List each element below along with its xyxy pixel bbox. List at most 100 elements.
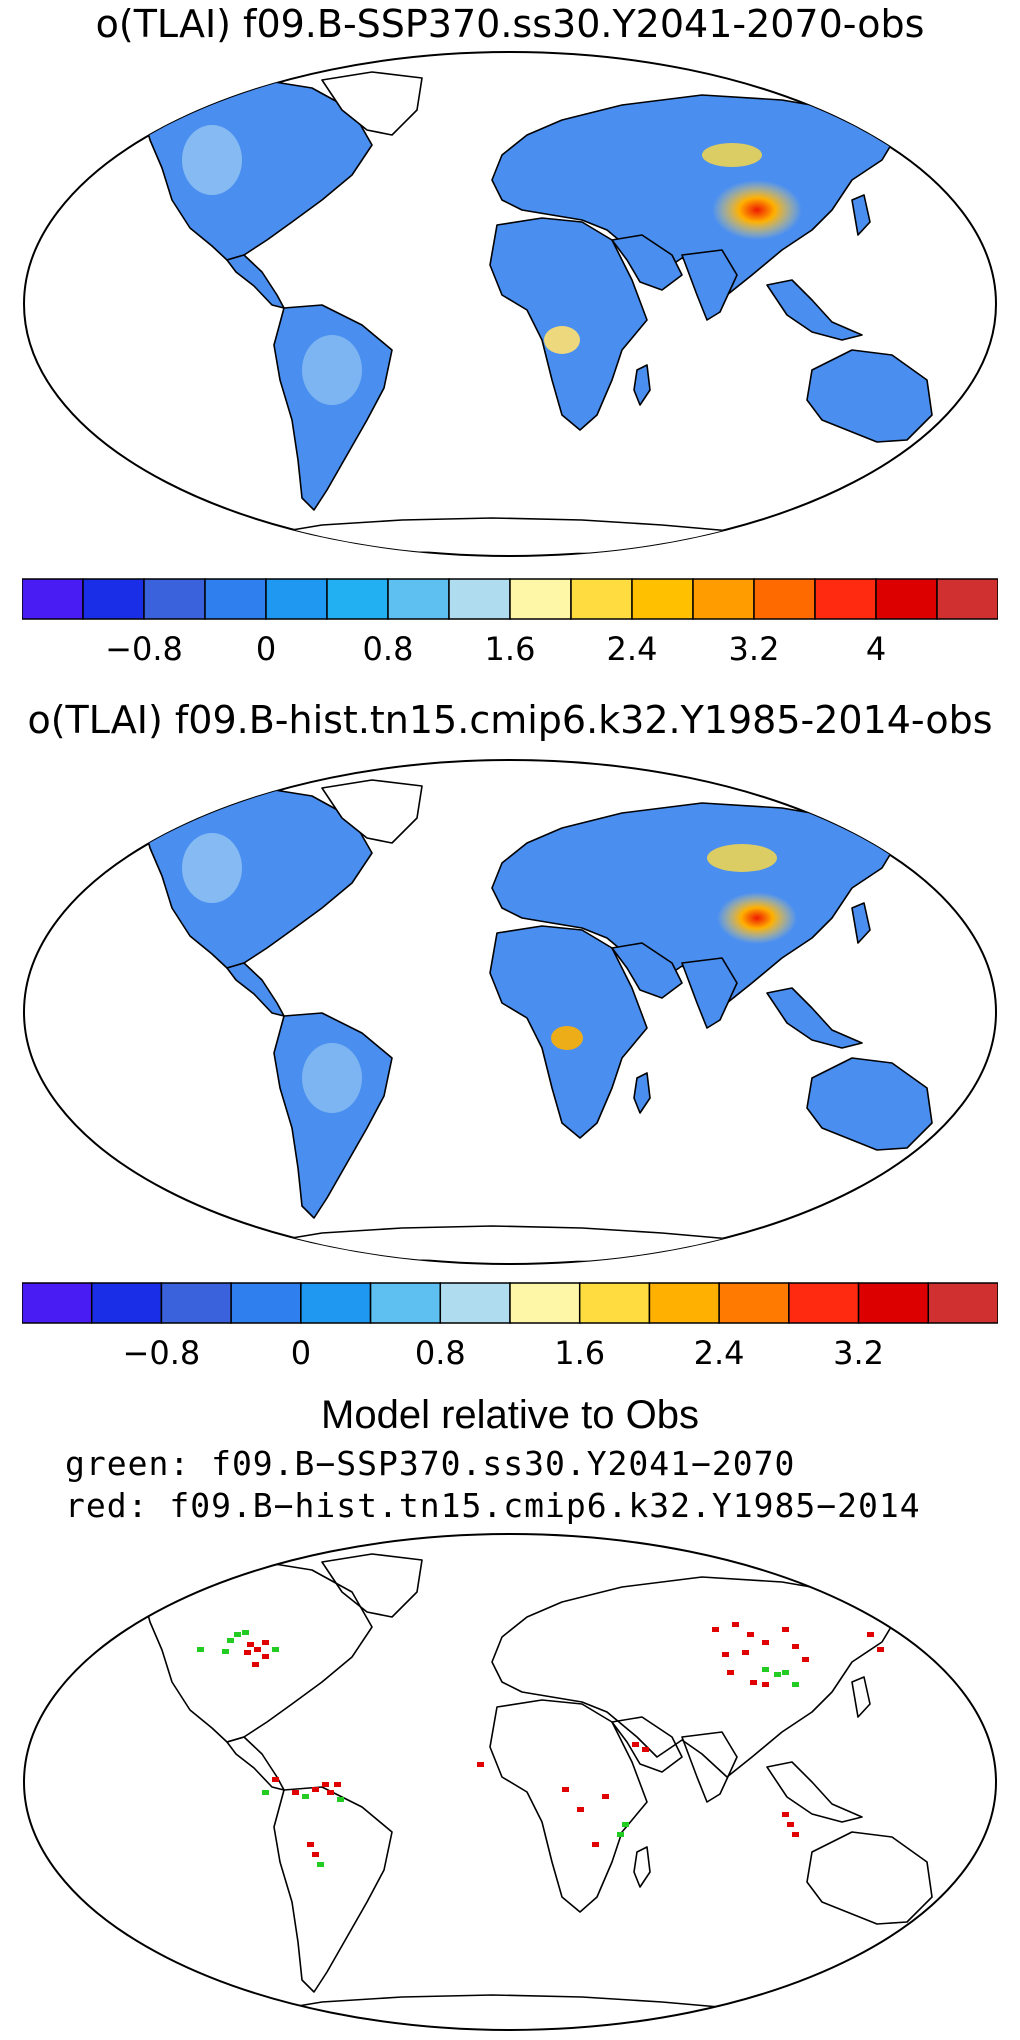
green-marker bbox=[762, 1667, 769, 1672]
panel2-colorbar-swatch bbox=[578, 1282, 651, 1324]
red-marker bbox=[642, 1747, 649, 1752]
red-marker bbox=[762, 1682, 769, 1687]
panel1-colorbar-boxes bbox=[22, 578, 998, 620]
red-marker bbox=[712, 1627, 719, 1632]
red-marker bbox=[254, 1647, 261, 1652]
panel1-colorbar-swatch bbox=[22, 578, 84, 620]
panel1-anomaly-patches bbox=[182, 125, 802, 405]
panel2-colorbar-swatch bbox=[160, 1282, 232, 1324]
panel2-anomaly-patches bbox=[182, 833, 797, 1113]
green-marker bbox=[337, 1797, 344, 1802]
red-marker bbox=[307, 1842, 314, 1847]
red-marker bbox=[562, 1787, 569, 1792]
red-marker bbox=[244, 1650, 251, 1655]
panel1-colorbar-swatch bbox=[143, 578, 206, 620]
red-marker bbox=[292, 1790, 299, 1795]
panel1-colorbar-swatch bbox=[82, 578, 145, 620]
green-marker bbox=[242, 1630, 249, 1635]
red-marker bbox=[742, 1650, 749, 1655]
green-marker bbox=[227, 1638, 234, 1643]
panel2-colorbar-tick-label: −0.8 bbox=[123, 1334, 201, 1372]
panel2-colorbar-swatch bbox=[22, 1282, 93, 1324]
south-america bbox=[273, 304, 393, 511]
red-marker bbox=[792, 1644, 799, 1649]
panel2-colorbar-swatch bbox=[90, 1282, 163, 1324]
panel2-colorbar-swatch bbox=[509, 1282, 581, 1324]
panel1-colorbar-tick-label: 4 bbox=[866, 630, 886, 668]
panel2-colorbar-tick-label: 0.8 bbox=[415, 1334, 466, 1372]
legend-green: green: f09.B−SSP370.ss30.Y2041−2070 bbox=[65, 1444, 796, 1483]
panel2-colorbar: −0.8 0 0.8 1.6 2.4 3.2 bbox=[22, 1282, 998, 1372]
panel1-colorbar-swatch bbox=[204, 578, 267, 620]
green-marker bbox=[262, 1790, 269, 1795]
panel2-colorbar-swatch bbox=[369, 1282, 442, 1324]
panel1-colorbar-labels: −0.8 0 0.8 1.6 2.4 3.2 4 bbox=[105, 630, 886, 668]
panel1-colorbar-tick-label: 0 bbox=[256, 630, 276, 668]
red-marker bbox=[252, 1662, 259, 1667]
red-marker bbox=[262, 1640, 269, 1645]
southeast-asia bbox=[766, 279, 863, 341]
green-marker bbox=[782, 1670, 789, 1675]
panel3-title: Model relative to Obs bbox=[321, 1393, 699, 1437]
panel1-colorbar-swatch bbox=[692, 578, 755, 620]
panel2-colorbar-swatch bbox=[857, 1282, 930, 1324]
panel1-colorbar-tick-label: 3.2 bbox=[729, 630, 780, 668]
panel1-colorbar-swatch bbox=[875, 578, 938, 620]
green-marker bbox=[774, 1672, 781, 1677]
red-marker bbox=[577, 1807, 584, 1812]
red-marker bbox=[592, 1842, 599, 1847]
red-marker bbox=[327, 1790, 334, 1795]
panel2-colorbar-swatch bbox=[718, 1282, 790, 1324]
arabia bbox=[611, 234, 683, 291]
north-america bbox=[141, 79, 373, 261]
new-zealand bbox=[951, 429, 968, 461]
panel2-map bbox=[23, 759, 997, 1265]
green-marker bbox=[197, 1647, 204, 1652]
panel1-colorbar-swatch bbox=[387, 578, 450, 620]
panel2-colorbar-tick-label: 2.4 bbox=[694, 1334, 745, 1372]
panel1-colorbar: −0.8 0 0.8 1.6 2.4 3.2 4 bbox=[22, 578, 998, 668]
green-marker bbox=[622, 1822, 629, 1827]
japan bbox=[851, 194, 871, 236]
panel1-map bbox=[23, 51, 997, 557]
red-marker bbox=[247, 1642, 254, 1647]
red-marker bbox=[792, 1832, 799, 1837]
green-marker bbox=[792, 1682, 799, 1687]
red-marker bbox=[477, 1762, 484, 1767]
australia bbox=[806, 349, 933, 443]
panel1-colorbar-swatch bbox=[265, 578, 328, 620]
panel1-colorbar-swatch bbox=[814, 578, 877, 620]
green-marker bbox=[317, 1862, 324, 1867]
panel1-colorbar-tick-label: −0.8 bbox=[105, 630, 183, 668]
red-marker bbox=[782, 1627, 789, 1632]
panel1-colorbar-swatch bbox=[936, 578, 998, 620]
green-marker bbox=[617, 1832, 624, 1837]
red-marker bbox=[802, 1657, 809, 1662]
red-marker bbox=[747, 1632, 754, 1637]
greenland bbox=[321, 71, 423, 136]
panel1-colorbar-swatch bbox=[326, 578, 389, 620]
panel2-colorbar-swatch bbox=[648, 1282, 720, 1324]
panel2-colorbar-tick-label: 0 bbox=[291, 1334, 311, 1372]
red-marker bbox=[334, 1782, 341, 1787]
red-marker bbox=[312, 1852, 319, 1857]
panel3-dots bbox=[197, 1622, 884, 1867]
panel2-colorbar-swatch bbox=[927, 1282, 998, 1324]
panel1-colorbar-swatch bbox=[753, 578, 816, 620]
legend-red: red: f09.B−hist.tn15.cmip6.k32.Y1985−201… bbox=[65, 1486, 921, 1525]
panel1-colorbar-swatch bbox=[631, 578, 694, 620]
panel1-colorbar-tick-label: 2.4 bbox=[607, 630, 658, 668]
red-marker bbox=[867, 1632, 874, 1637]
panel2-colorbar-swatch bbox=[439, 1282, 511, 1324]
green-marker bbox=[302, 1794, 309, 1799]
panel1-title: o(TLAI) f09.B-SSP370.ss30.Y2041-2070-obs bbox=[95, 2, 925, 46]
red-marker bbox=[312, 1787, 319, 1792]
eurasia bbox=[491, 94, 898, 296]
india bbox=[681, 249, 738, 321]
red-marker bbox=[762, 1640, 769, 1645]
panel2-colorbar-tick-label: 1.6 bbox=[554, 1334, 605, 1372]
panel2-title: o(TLAI) f09.B-hist.tn15.cmip6.k32.Y1985-… bbox=[27, 698, 993, 742]
panel1-colorbar-swatch bbox=[570, 578, 633, 620]
red-marker bbox=[750, 1680, 757, 1685]
panel2-colorbar-tick-label: 3.2 bbox=[833, 1334, 884, 1372]
